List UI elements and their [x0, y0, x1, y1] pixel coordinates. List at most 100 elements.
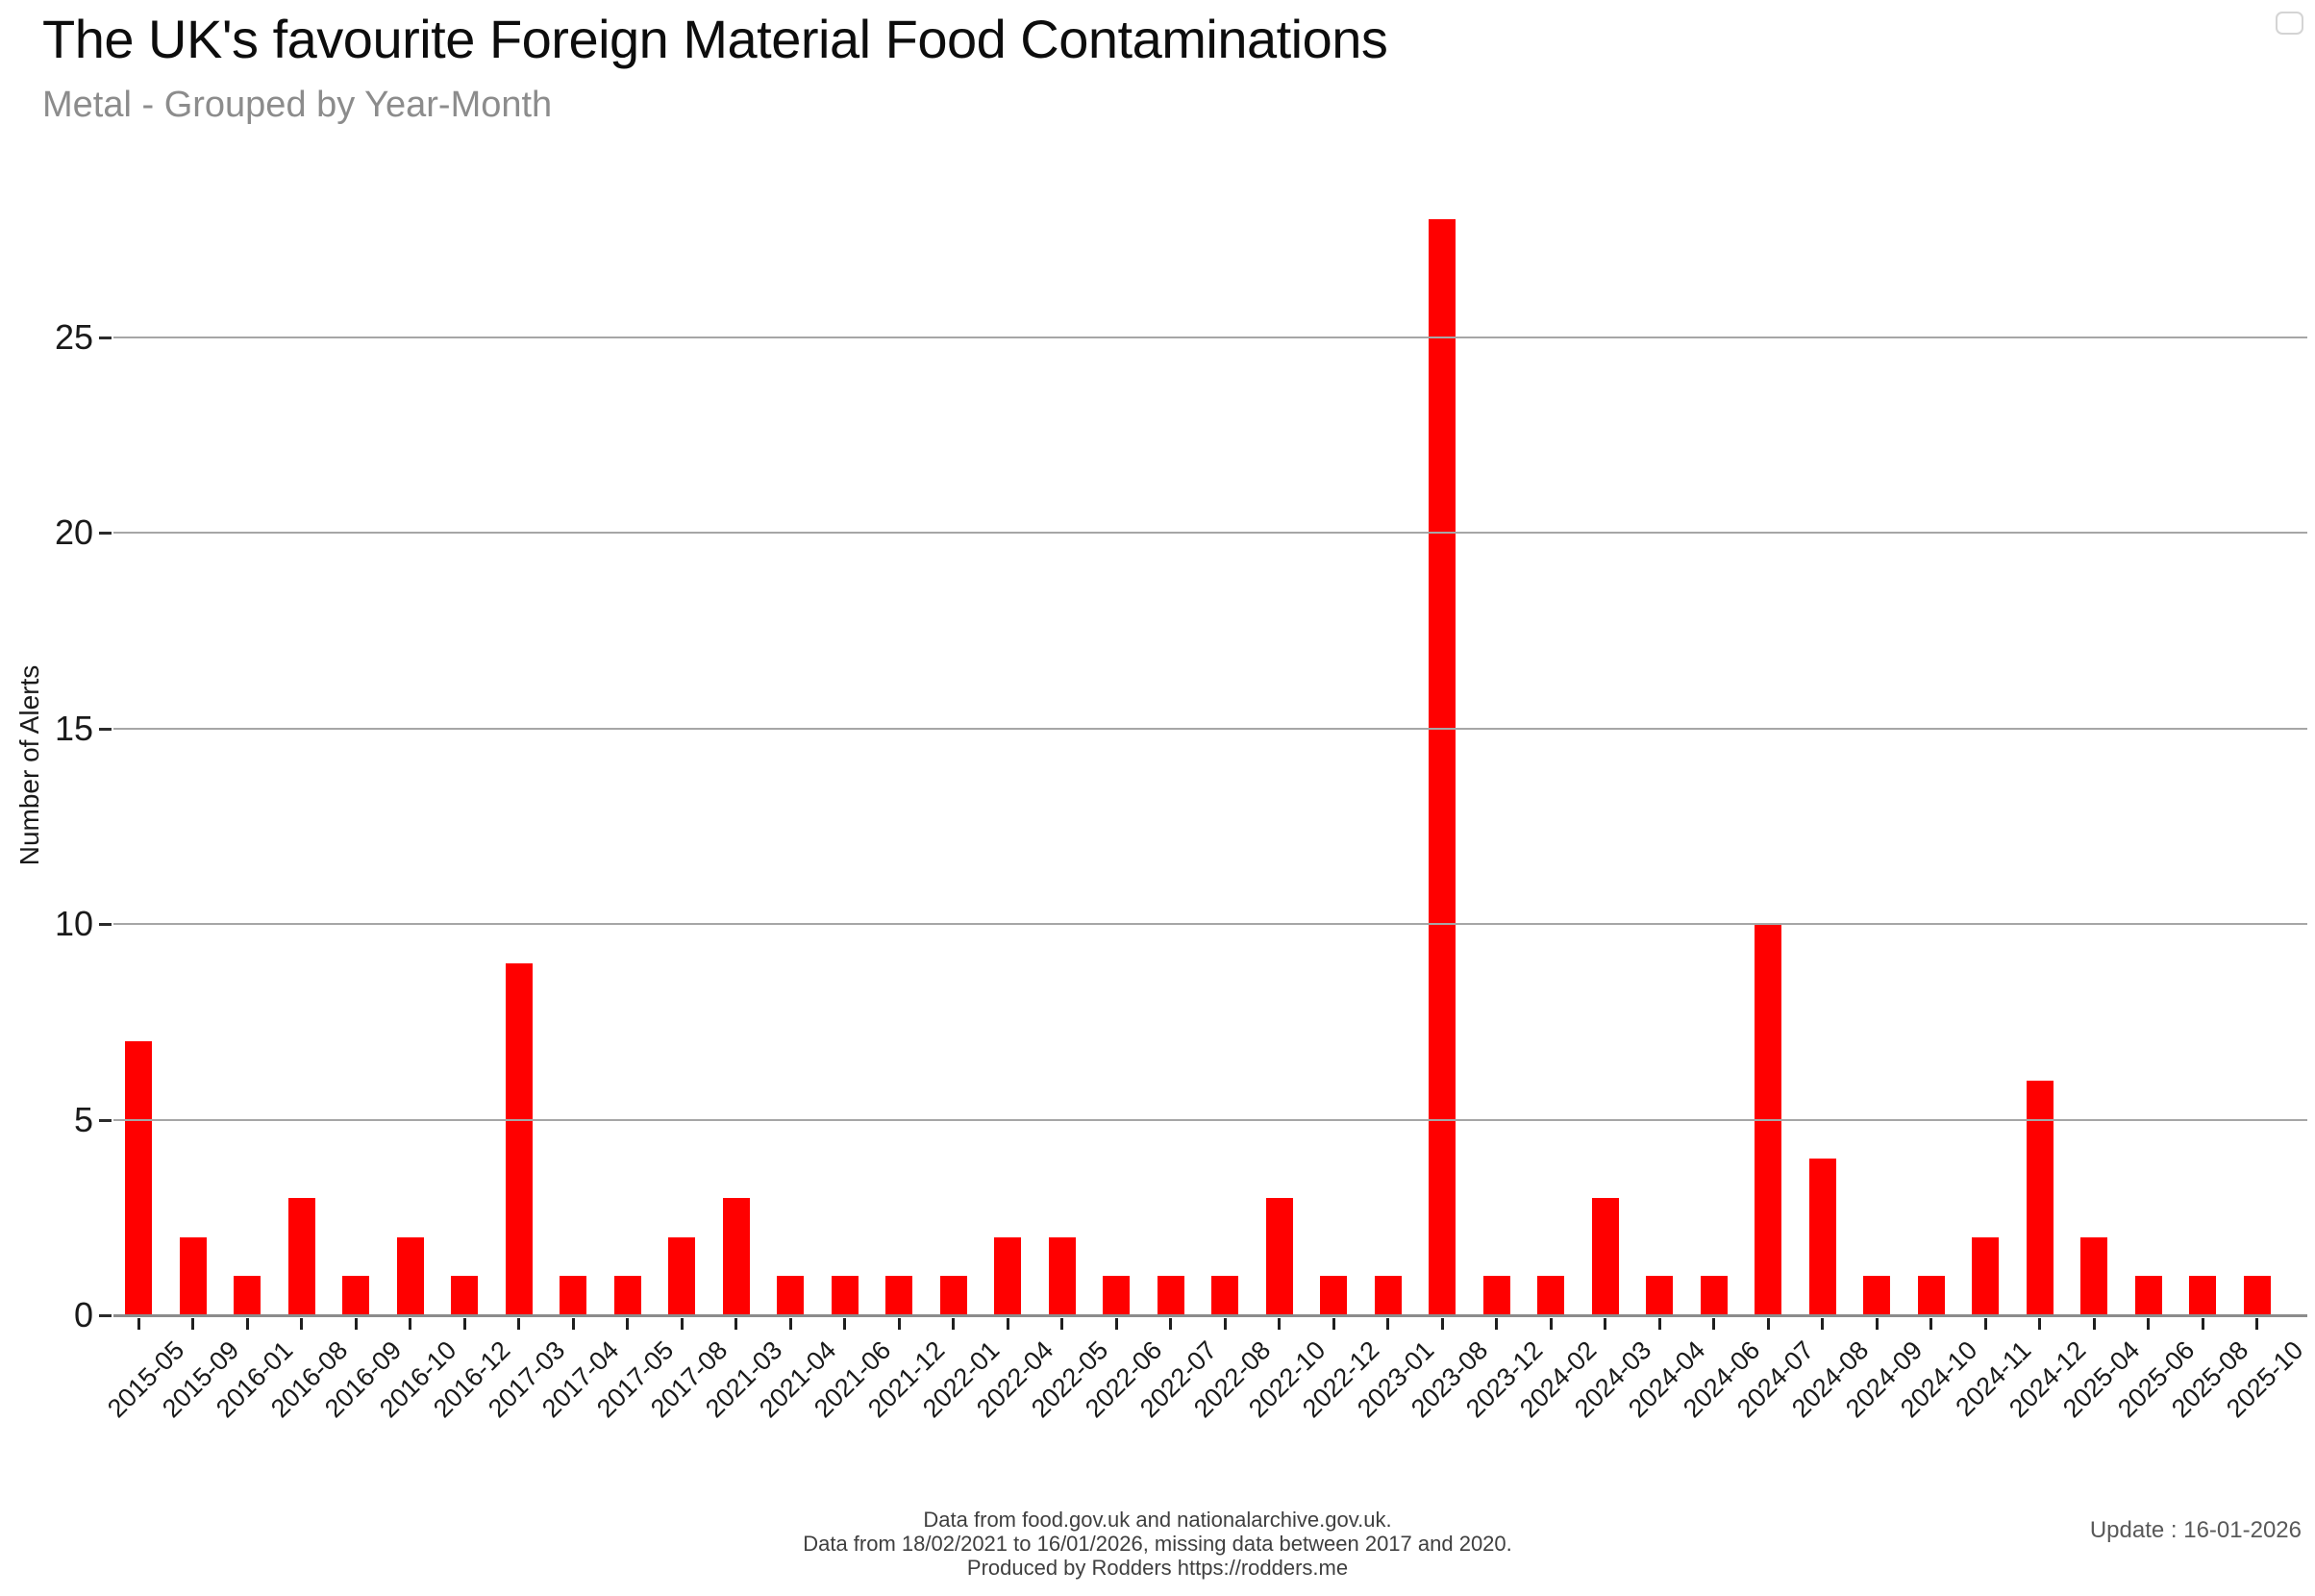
x-axis-tick	[245, 1318, 249, 1330]
x-axis-tick	[1875, 1318, 1879, 1330]
x-axis-tick	[1657, 1318, 1661, 1330]
x-axis-tick	[843, 1318, 847, 1330]
x-axis-tick	[1278, 1318, 1282, 1330]
bar	[1972, 1236, 2000, 1315]
y-axis-tick	[99, 727, 112, 731]
chart-footer: Data from food.gov.uk and nationalarchiv…	[0, 1508, 2315, 1580]
x-axis-tick	[1929, 1318, 1933, 1330]
x-axis-tick	[2147, 1318, 2151, 1330]
x-axis-tick	[734, 1318, 738, 1330]
page-subtitle: Metal - Grouped by Year-Month	[42, 85, 553, 125]
page-title: The UK's favourite Foreign Material Food…	[42, 9, 1388, 69]
x-axis-tick	[1440, 1318, 1444, 1330]
bar	[831, 1276, 859, 1315]
y-tick-label: 15	[54, 708, 93, 748]
x-axis-tick	[1332, 1318, 1335, 1330]
footer-credit-line: Produced by Rodders https://rodders.me	[966, 1556, 1349, 1580]
bar	[1700, 1276, 1728, 1315]
x-axis-tick	[1114, 1318, 1118, 1330]
bar	[2026, 1080, 2054, 1315]
y-tick-label: 25	[54, 316, 93, 357]
gridline	[113, 1118, 2307, 1121]
bar	[1429, 219, 1456, 1315]
gridline	[113, 727, 2307, 730]
x-axis-tick	[2038, 1318, 2042, 1330]
x-axis-tick	[1766, 1318, 1770, 1330]
x-axis-tick	[1223, 1318, 1227, 1330]
y-axis-tick	[99, 1118, 112, 1122]
x-axis-tick	[2092, 1318, 2096, 1330]
bar	[396, 1236, 424, 1315]
bar	[1265, 1197, 1293, 1315]
x-axis-tick	[2255, 1318, 2259, 1330]
bar	[668, 1236, 696, 1315]
x-axis-tick	[2201, 1318, 2204, 1330]
y-axis-title: Number of Alerts	[14, 664, 44, 866]
y-tick-label: 10	[54, 904, 93, 943]
bar	[2189, 1276, 2217, 1315]
bar	[560, 1276, 587, 1315]
bar	[1591, 1197, 1619, 1315]
gridline	[113, 336, 2307, 338]
update-date-label: Update : 16-01-2026	[2089, 1517, 2302, 1543]
x-axis-tick	[1604, 1318, 1607, 1330]
x-axis-tick	[626, 1318, 630, 1330]
bar	[994, 1236, 1022, 1315]
footer-range-line: Data from 18/02/2021 to 16/01/2026, miss…	[803, 1532, 1512, 1556]
bar	[613, 1276, 641, 1315]
x-axis-tick	[897, 1318, 901, 1330]
x-axis-tick	[952, 1318, 956, 1330]
bar	[1808, 1159, 1836, 1315]
x-axis-tick	[1006, 1318, 1009, 1330]
bar	[2080, 1236, 2108, 1315]
bar	[1863, 1276, 1891, 1315]
x-axis-tick	[1549, 1318, 1553, 1330]
bar	[777, 1276, 805, 1315]
x-axis-tick	[680, 1318, 684, 1330]
bar	[451, 1276, 479, 1315]
x-axis-tick	[788, 1318, 792, 1330]
x-axis-tick	[354, 1318, 358, 1330]
bar	[342, 1276, 370, 1315]
bar	[125, 1041, 153, 1315]
x-axis-tick	[1060, 1318, 1064, 1330]
x-axis-tick	[191, 1318, 195, 1330]
bar	[287, 1197, 315, 1315]
bar	[234, 1276, 261, 1315]
bar	[939, 1276, 967, 1315]
gridline	[113, 532, 2307, 534]
y-axis-tick	[99, 532, 112, 535]
bar	[2134, 1276, 2162, 1315]
bar	[1211, 1276, 1239, 1315]
y-tick-label: 0	[73, 1295, 93, 1334]
x-axis-tick	[1712, 1318, 1716, 1330]
bar	[1482, 1276, 1510, 1315]
y-axis-tick	[99, 923, 112, 926]
x-axis-tick	[137, 1318, 140, 1330]
x-axis-tick	[1821, 1318, 1825, 1330]
y-axis-tick	[99, 1314, 112, 1317]
x-axis-tick	[1495, 1318, 1499, 1330]
x-axis-tick	[300, 1318, 304, 1330]
bar	[1537, 1276, 1565, 1315]
x-axis-tick	[1169, 1318, 1173, 1330]
bar	[505, 962, 533, 1315]
bar	[1048, 1236, 1076, 1315]
x-axis-tick	[517, 1318, 521, 1330]
y-axis-tick	[99, 336, 112, 339]
x-axis-tick	[571, 1318, 575, 1330]
y-tick-label: 20	[54, 512, 93, 552]
bar	[722, 1197, 750, 1315]
x-axis-tick	[462, 1318, 466, 1330]
bar	[1103, 1276, 1131, 1315]
empty-legend-box[interactable]	[2276, 12, 2303, 35]
bar	[1157, 1276, 1184, 1315]
footer-source-line: Data from food.gov.uk and nationalarchiv…	[923, 1508, 1392, 1532]
bar	[885, 1276, 913, 1315]
x-axis-line	[113, 1314, 2307, 1317]
y-tick-label: 5	[73, 1099, 93, 1139]
x-axis-tick	[1983, 1318, 1987, 1330]
bar	[1646, 1276, 1674, 1315]
bar	[1374, 1276, 1402, 1315]
bar	[2243, 1276, 2271, 1315]
